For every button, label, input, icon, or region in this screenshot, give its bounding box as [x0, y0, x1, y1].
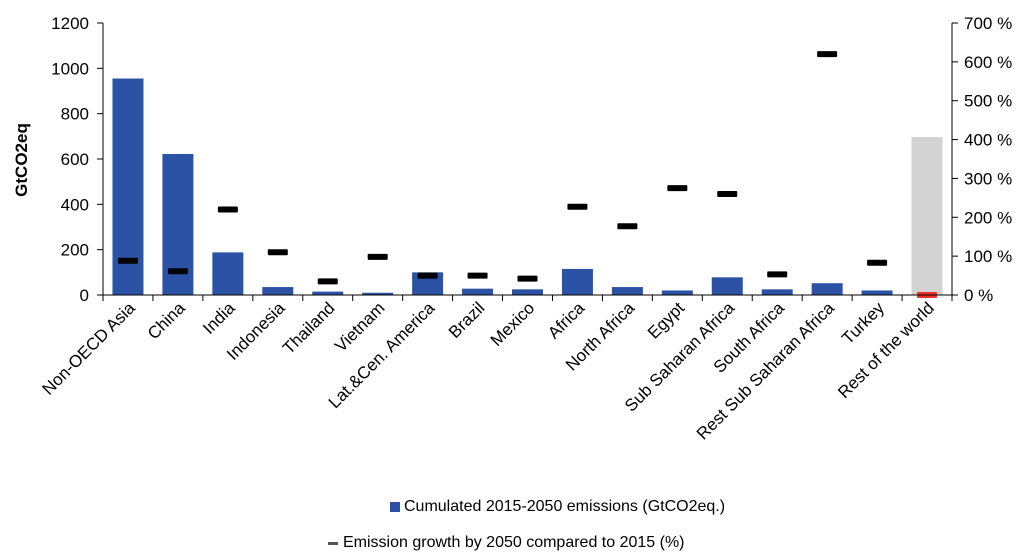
- bar: [462, 288, 494, 295]
- bar: [362, 292, 394, 295]
- legend-item-emissions: Cumulated 2015-2050 emissions (GtCO2eq.): [390, 498, 725, 516]
- growth-marker: [817, 51, 838, 58]
- category-label: Non-OECD Asia: [39, 298, 140, 399]
- bars-layer: [112, 78, 943, 296]
- category-label: India: [199, 298, 239, 338]
- y2-tick-label: 300 %: [964, 169, 1012, 188]
- bar: [561, 268, 593, 295]
- y2-tick-label: 0 %: [964, 286, 993, 305]
- legend-swatch-marker: [328, 541, 338, 545]
- legend-label-growth: Emission growth by 2050 compared to 2015…: [343, 534, 685, 551]
- y2-tick-label: 700 %: [964, 14, 1012, 33]
- bar: [811, 283, 843, 295]
- growth-marker: [267, 249, 288, 256]
- growth-marker: [667, 185, 688, 192]
- growth-marker: [167, 268, 188, 275]
- category-label: Africa: [544, 298, 589, 343]
- axes-layer: [97, 22, 958, 301]
- bar: [661, 290, 693, 295]
- category-label: Thailand: [279, 298, 339, 358]
- bar: [611, 287, 643, 295]
- markers-layer: [117, 51, 938, 298]
- growth-marker: [767, 271, 788, 278]
- legend-label-emissions: Cumulated 2015-2050 emissions (GtCO2eq.): [404, 498, 726, 515]
- chart: 0 200 400 600 800 1000 1200 0 % 100 % 200 % 300 % 4…: [12, 14, 1012, 443]
- growth-marker: [867, 259, 888, 266]
- growth-marker: [467, 272, 488, 279]
- y-axis-title: GtCO2eq: [12, 123, 31, 197]
- y-tick-label: 800: [61, 105, 89, 124]
- category-label: Rest of the world: [834, 298, 938, 402]
- bar: [212, 252, 244, 295]
- bar: [761, 289, 793, 295]
- growth-marker: [717, 190, 738, 197]
- bar: [711, 277, 743, 295]
- bar: [911, 137, 943, 295]
- y2-tick-label: 400 %: [964, 131, 1012, 150]
- y-tick-label: 200: [61, 241, 89, 260]
- y-tick-label: 1000: [51, 59, 89, 78]
- y-tick-label: 400: [61, 195, 89, 214]
- growth-marker: [117, 257, 138, 264]
- category-label: Brazil: [445, 298, 488, 341]
- y2-tick-label: 100 %: [964, 247, 1012, 266]
- growth-marker: [367, 253, 388, 260]
- growth-marker: [417, 272, 438, 279]
- bar: [312, 291, 344, 295]
- y2-tick-label: 500 %: [964, 92, 1012, 111]
- legend-item-growth: Emission growth by 2050 compared to 2015…: [328, 534, 685, 552]
- growth-marker: [567, 203, 588, 210]
- y2-tick-label: 600 %: [964, 53, 1012, 72]
- bar: [262, 287, 294, 295]
- category-label: Mexico: [487, 298, 539, 350]
- category-label: China: [144, 298, 189, 343]
- y-tick-label: 0: [80, 286, 89, 305]
- growth-marker: [317, 278, 338, 285]
- legend-swatch-bar: [390, 502, 400, 512]
- y-tick-label: 600: [61, 150, 89, 169]
- growth-marker: [617, 223, 638, 230]
- category-label: Egypt: [644, 298, 688, 342]
- growth-marker: [217, 206, 238, 213]
- category-label: Turkey: [838, 298, 888, 348]
- y-tick-label: 1200: [51, 14, 89, 33]
- bar: [512, 289, 543, 295]
- y2-tick-label: 200 %: [964, 208, 1012, 227]
- bar: [861, 290, 893, 295]
- growth-marker: [517, 275, 538, 282]
